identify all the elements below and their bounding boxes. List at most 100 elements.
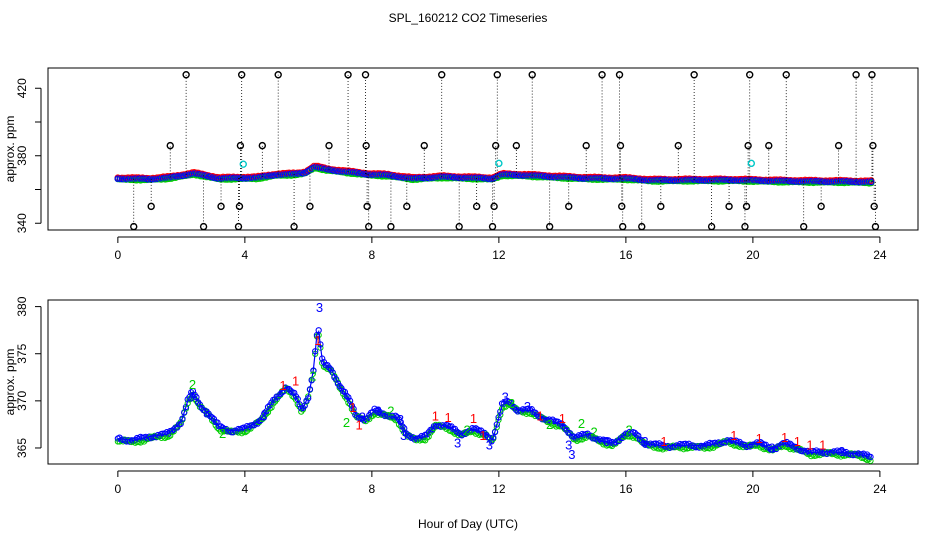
point-label: 2 <box>591 424 598 439</box>
spike-point <box>817 202 825 211</box>
spike-point <box>690 71 698 79</box>
point-label: 2 <box>464 422 471 437</box>
spike-point <box>868 71 876 79</box>
spike-point <box>325 141 333 150</box>
highlight-point <box>239 160 247 168</box>
x-tick-label: 0 <box>115 482 122 496</box>
data-point-green <box>867 457 874 464</box>
point-label: 3 <box>397 412 404 427</box>
data-point-blue <box>348 402 356 409</box>
data-point-blue <box>181 409 188 416</box>
series-line <box>117 329 871 458</box>
spike-point <box>236 141 245 150</box>
spike-point <box>545 222 554 231</box>
point-label: 2 <box>343 415 350 430</box>
spike-point <box>237 71 246 79</box>
point-label: 1 <box>537 408 544 423</box>
data-point-blue <box>813 447 820 454</box>
spike-point <box>746 71 754 79</box>
spike-point <box>420 141 428 150</box>
top-panel-frame <box>47 67 919 231</box>
spike-point <box>528 71 536 79</box>
point-label: 2 <box>219 426 226 441</box>
data-point-blue <box>182 403 190 411</box>
spike-point <box>455 222 463 231</box>
point-label: 3 <box>641 434 648 449</box>
spike-point <box>130 222 138 231</box>
spike-point <box>274 71 282 79</box>
y-tick-label: 375 <box>15 343 29 363</box>
spike-point <box>493 71 501 79</box>
spike-point <box>765 141 773 150</box>
spike-point <box>657 202 665 211</box>
spike-point <box>782 71 790 79</box>
point-label: 1 <box>806 438 813 453</box>
point-label: 1 <box>279 378 286 393</box>
x-tick-label: 16 <box>619 248 633 262</box>
spike-point <box>490 202 498 211</box>
data-point-blue <box>860 450 867 457</box>
spike-point <box>744 141 752 150</box>
point-label: 3 <box>203 405 210 420</box>
spike-point <box>364 222 373 231</box>
x-tick-label: 16 <box>619 482 633 496</box>
bottom-panel-y-axis: 365 370 375 380 <box>15 296 42 458</box>
spike-point <box>387 222 395 231</box>
point-label: 1 <box>444 410 451 425</box>
spike-point <box>147 202 155 211</box>
chart-title: SPL_160212 CO2 Timeseries <box>389 11 548 25</box>
bottom-panel-ylabel: approx. ppm <box>3 349 17 416</box>
spike-point <box>674 141 682 150</box>
x-axis-label: Hour of Day (UTC) <box>418 517 518 531</box>
data-point-blue <box>490 434 497 441</box>
point-label: 2 <box>387 404 394 419</box>
y-tick-label: 380 <box>15 145 29 165</box>
top-panel-scatter: approx. ppm 0 4 8 12 16 20 24 340 380 420 <box>3 67 919 262</box>
highlight-point <box>495 159 503 168</box>
data-point-blue <box>429 426 436 433</box>
spike-point <box>565 202 573 211</box>
spike-point <box>258 141 267 150</box>
spike-point <box>290 222 298 231</box>
spike-point <box>512 141 521 150</box>
spike-point <box>598 71 606 79</box>
spike-point <box>852 71 860 79</box>
x-tick-label: 24 <box>873 248 887 262</box>
point-label: 3 <box>486 438 493 453</box>
point-label: 3 <box>568 447 575 462</box>
data-point-blue <box>507 399 514 407</box>
spike-point <box>582 141 590 150</box>
spike-point <box>742 202 751 211</box>
spike-point <box>616 141 625 150</box>
point-label: 2 <box>189 377 196 392</box>
y-tick-label: 370 <box>15 391 29 411</box>
spike-point <box>362 141 370 150</box>
spike-point <box>235 202 244 211</box>
point-label: 2 <box>508 396 515 411</box>
point-label: 3 <box>316 300 323 315</box>
point-label: 1 <box>314 333 321 348</box>
point-label: 1 <box>356 418 363 433</box>
point-label: 1 <box>730 428 737 443</box>
data-point-blue <box>343 392 350 400</box>
x-tick-label: 8 <box>369 248 376 262</box>
spike-point <box>871 222 880 231</box>
spike-point <box>707 222 716 231</box>
x-tick-label: 8 <box>369 482 376 496</box>
point-label: 3 <box>524 399 531 414</box>
spike-point <box>182 71 190 79</box>
x-tick-label: 24 <box>873 482 887 496</box>
spike-point <box>472 202 481 211</box>
highlight-point <box>747 159 756 168</box>
point-label: 3 <box>502 389 509 404</box>
spike-point <box>618 202 626 211</box>
spike-point <box>799 222 808 231</box>
bottom-panel-x-axis: 0 4 8 12 16 20 24 <box>115 470 887 496</box>
spike-point <box>234 222 243 231</box>
spike-point <box>166 141 174 150</box>
spike-point <box>870 202 878 211</box>
point-label: 3 <box>838 444 845 459</box>
top-panel-ylabel: approx. ppm <box>3 116 17 183</box>
point-label: 1 <box>559 411 566 426</box>
